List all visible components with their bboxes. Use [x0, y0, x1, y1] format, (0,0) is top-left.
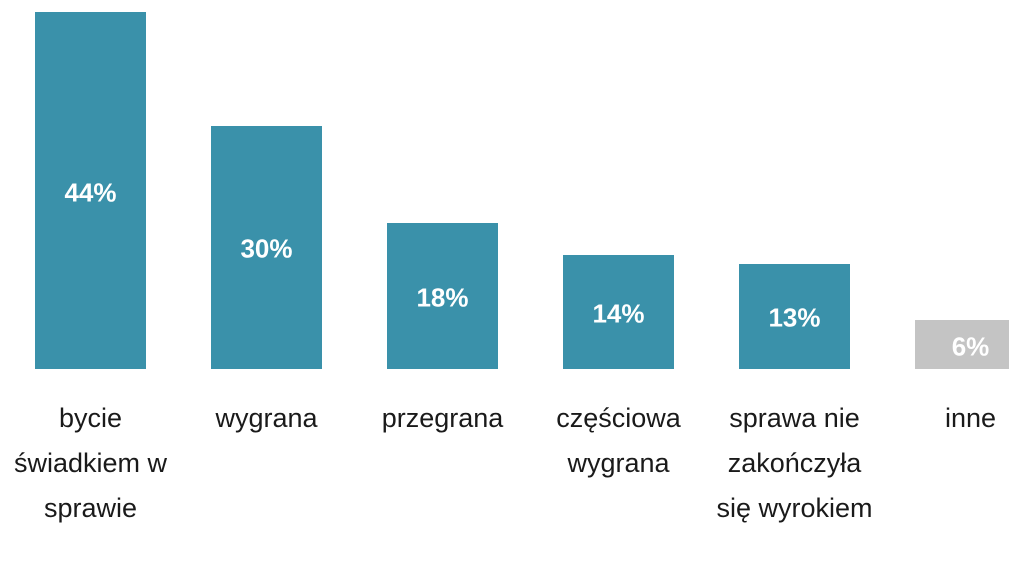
category-label: bycie świadkiem w sprawie: [13, 403, 168, 523]
value-label: 30%: [240, 233, 293, 264]
bar: [563, 255, 674, 369]
category-label: wygrana: [215, 403, 318, 433]
value-label: 13%: [768, 302, 821, 333]
bar: [211, 125, 322, 369]
category-label: sprawa nie zakończyła się wyrokiem: [716, 403, 873, 523]
category-label: częściowa wygrana: [556, 403, 681, 478]
category-label: inne: [944, 403, 997, 433]
value-label: 18%: [416, 282, 469, 313]
bar: [387, 223, 498, 369]
bar: [35, 12, 146, 369]
value-label: 44%: [64, 177, 117, 208]
value-label: 6%: [951, 331, 990, 362]
bar: [915, 320, 1009, 369]
value-label: 14%: [592, 298, 645, 329]
bar: [739, 263, 850, 369]
category-label: przegrana: [381, 403, 504, 433]
